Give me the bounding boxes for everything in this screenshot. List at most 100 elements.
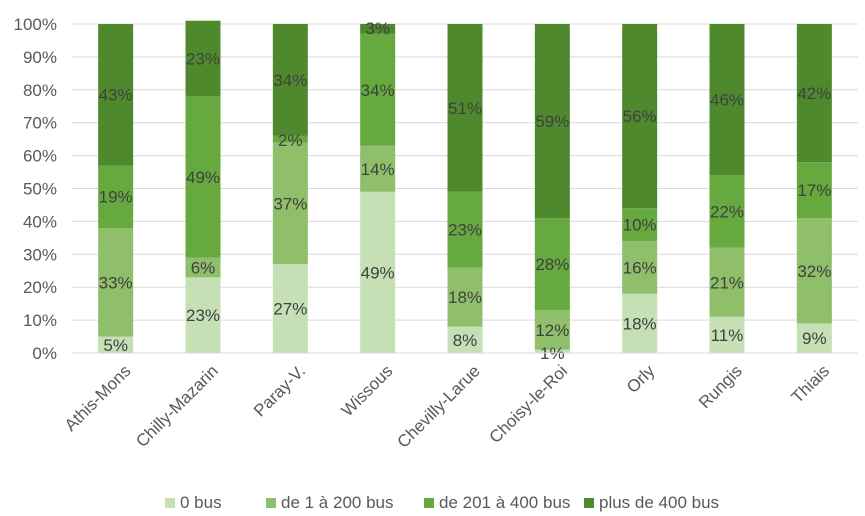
legend-label: 0 bus — [180, 493, 222, 512]
x-tick-label: Rungis — [695, 361, 746, 412]
bar-segment — [534, 218, 570, 311]
bar-segment — [185, 96, 221, 258]
data-label: 27% — [273, 300, 307, 319]
data-label: 37% — [273, 194, 307, 213]
bar-segment — [447, 267, 483, 327]
x-tick-label: Athis-Mons — [61, 361, 135, 435]
bar-segment — [709, 175, 745, 248]
data-label: 32% — [797, 262, 831, 281]
data-label: 22% — [710, 203, 744, 222]
bar-segment — [534, 24, 570, 219]
x-tick-label: Paray-V. — [250, 361, 309, 420]
bar-segment — [796, 24, 832, 163]
data-label: 34% — [273, 71, 307, 90]
data-label: 14% — [361, 160, 395, 179]
legend-swatch — [165, 498, 175, 508]
data-label: 28% — [535, 255, 569, 274]
data-label: 51% — [448, 99, 482, 118]
x-tick-label: Orly — [623, 361, 659, 397]
bar-segment — [272, 142, 308, 265]
data-label: 2% — [278, 131, 303, 150]
data-label: 18% — [623, 314, 657, 333]
legend-label: plus de 400 bus — [599, 493, 719, 512]
bar-segment — [272, 264, 308, 353]
bar-segment — [360, 33, 396, 146]
data-label: 49% — [361, 263, 395, 282]
bar-segment — [709, 247, 745, 317]
y-axis: 0% 10% 20% 30% 40% 50% 60% 70% 80% 90% 100% — [14, 15, 57, 363]
data-label: 43% — [99, 86, 133, 105]
bar-segment — [360, 24, 396, 34]
y-tick-label: 30% — [23, 245, 57, 264]
data-label: 17% — [797, 181, 831, 200]
bar-segment — [272, 135, 308, 143]
y-tick-label: 100% — [14, 15, 57, 34]
x-tick-label: Wissous — [338, 361, 397, 420]
bar-segment — [709, 24, 745, 176]
data-label: 21% — [710, 273, 744, 292]
x-tick-label: Chilly-Mazarin — [132, 361, 222, 451]
bar-segment — [185, 257, 221, 278]
bar-segment — [447, 24, 483, 192]
legend-swatch — [424, 498, 434, 508]
bar-segment — [360, 145, 396, 192]
data-label: 5% — [103, 336, 128, 355]
data-label: 33% — [99, 273, 133, 292]
bar-segment — [622, 293, 658, 353]
data-label: 42% — [797, 84, 831, 103]
data-label: 16% — [623, 258, 657, 277]
y-tick-label: 40% — [23, 212, 57, 231]
x-tick-label: Choisy-le-Roi — [486, 361, 572, 447]
y-tick-label: 80% — [23, 81, 57, 100]
bar-segment — [534, 349, 570, 353]
y-tick-label: 70% — [23, 114, 57, 133]
bar-segment — [796, 323, 832, 353]
data-label: 23% — [186, 50, 220, 69]
data-label: 6% — [191, 258, 216, 277]
legend: 0 bus de 1 à 200 bus de 201 à 400 bus plus … — [165, 493, 719, 512]
y-tick-label: 20% — [23, 278, 57, 297]
data-label: 18% — [448, 288, 482, 307]
data-label: 11% — [711, 326, 744, 345]
bar-segment — [622, 24, 658, 209]
legend-label: de 201 à 400 bus — [439, 493, 570, 512]
bar-segment — [447, 326, 483, 353]
bars — [98, 20, 832, 353]
bar-segment — [98, 227, 134, 337]
data-label: 23% — [186, 306, 220, 325]
legend-swatch — [584, 498, 594, 508]
legend-swatch — [266, 498, 276, 508]
data-label: 34% — [361, 81, 395, 100]
bar-segment — [796, 218, 832, 324]
data-label: 56% — [623, 107, 657, 126]
bar-segment — [796, 162, 832, 219]
bar-segment — [709, 316, 745, 353]
y-tick-label: 90% — [23, 48, 57, 67]
y-tick-label: 60% — [23, 147, 57, 166]
bar-segment — [447, 191, 483, 268]
data-label: 9% — [802, 329, 827, 348]
data-label: 10% — [623, 216, 657, 235]
y-tick-label: 10% — [23, 311, 57, 330]
bar-segment — [272, 24, 308, 136]
data-label: 19% — [99, 188, 133, 207]
y-tick-label: 50% — [23, 180, 57, 199]
x-tick-label: Thiais — [788, 361, 834, 407]
y-tick-label: 0% — [32, 344, 57, 363]
bar-segment — [360, 191, 396, 353]
bar-segment — [622, 241, 658, 294]
data-label: 23% — [448, 221, 482, 240]
bar-segment — [534, 310, 570, 350]
data-label: 12% — [535, 321, 569, 340]
data-label: 8% — [453, 331, 478, 350]
x-tick-label: Chevilly-Larue — [394, 361, 484, 451]
bar-segment — [98, 165, 134, 228]
data-label: 59% — [535, 112, 569, 131]
data-label: 49% — [186, 168, 220, 187]
data-label: 3% — [365, 19, 390, 38]
legend-label: de 1 à 200 bus — [281, 493, 393, 512]
data-labels: 5% 33% 19% 43% 23% 6% 49% 23% 27% 37% 2% 34% 49% 14% 3… — [99, 19, 832, 363]
bar-segment — [98, 336, 134, 353]
